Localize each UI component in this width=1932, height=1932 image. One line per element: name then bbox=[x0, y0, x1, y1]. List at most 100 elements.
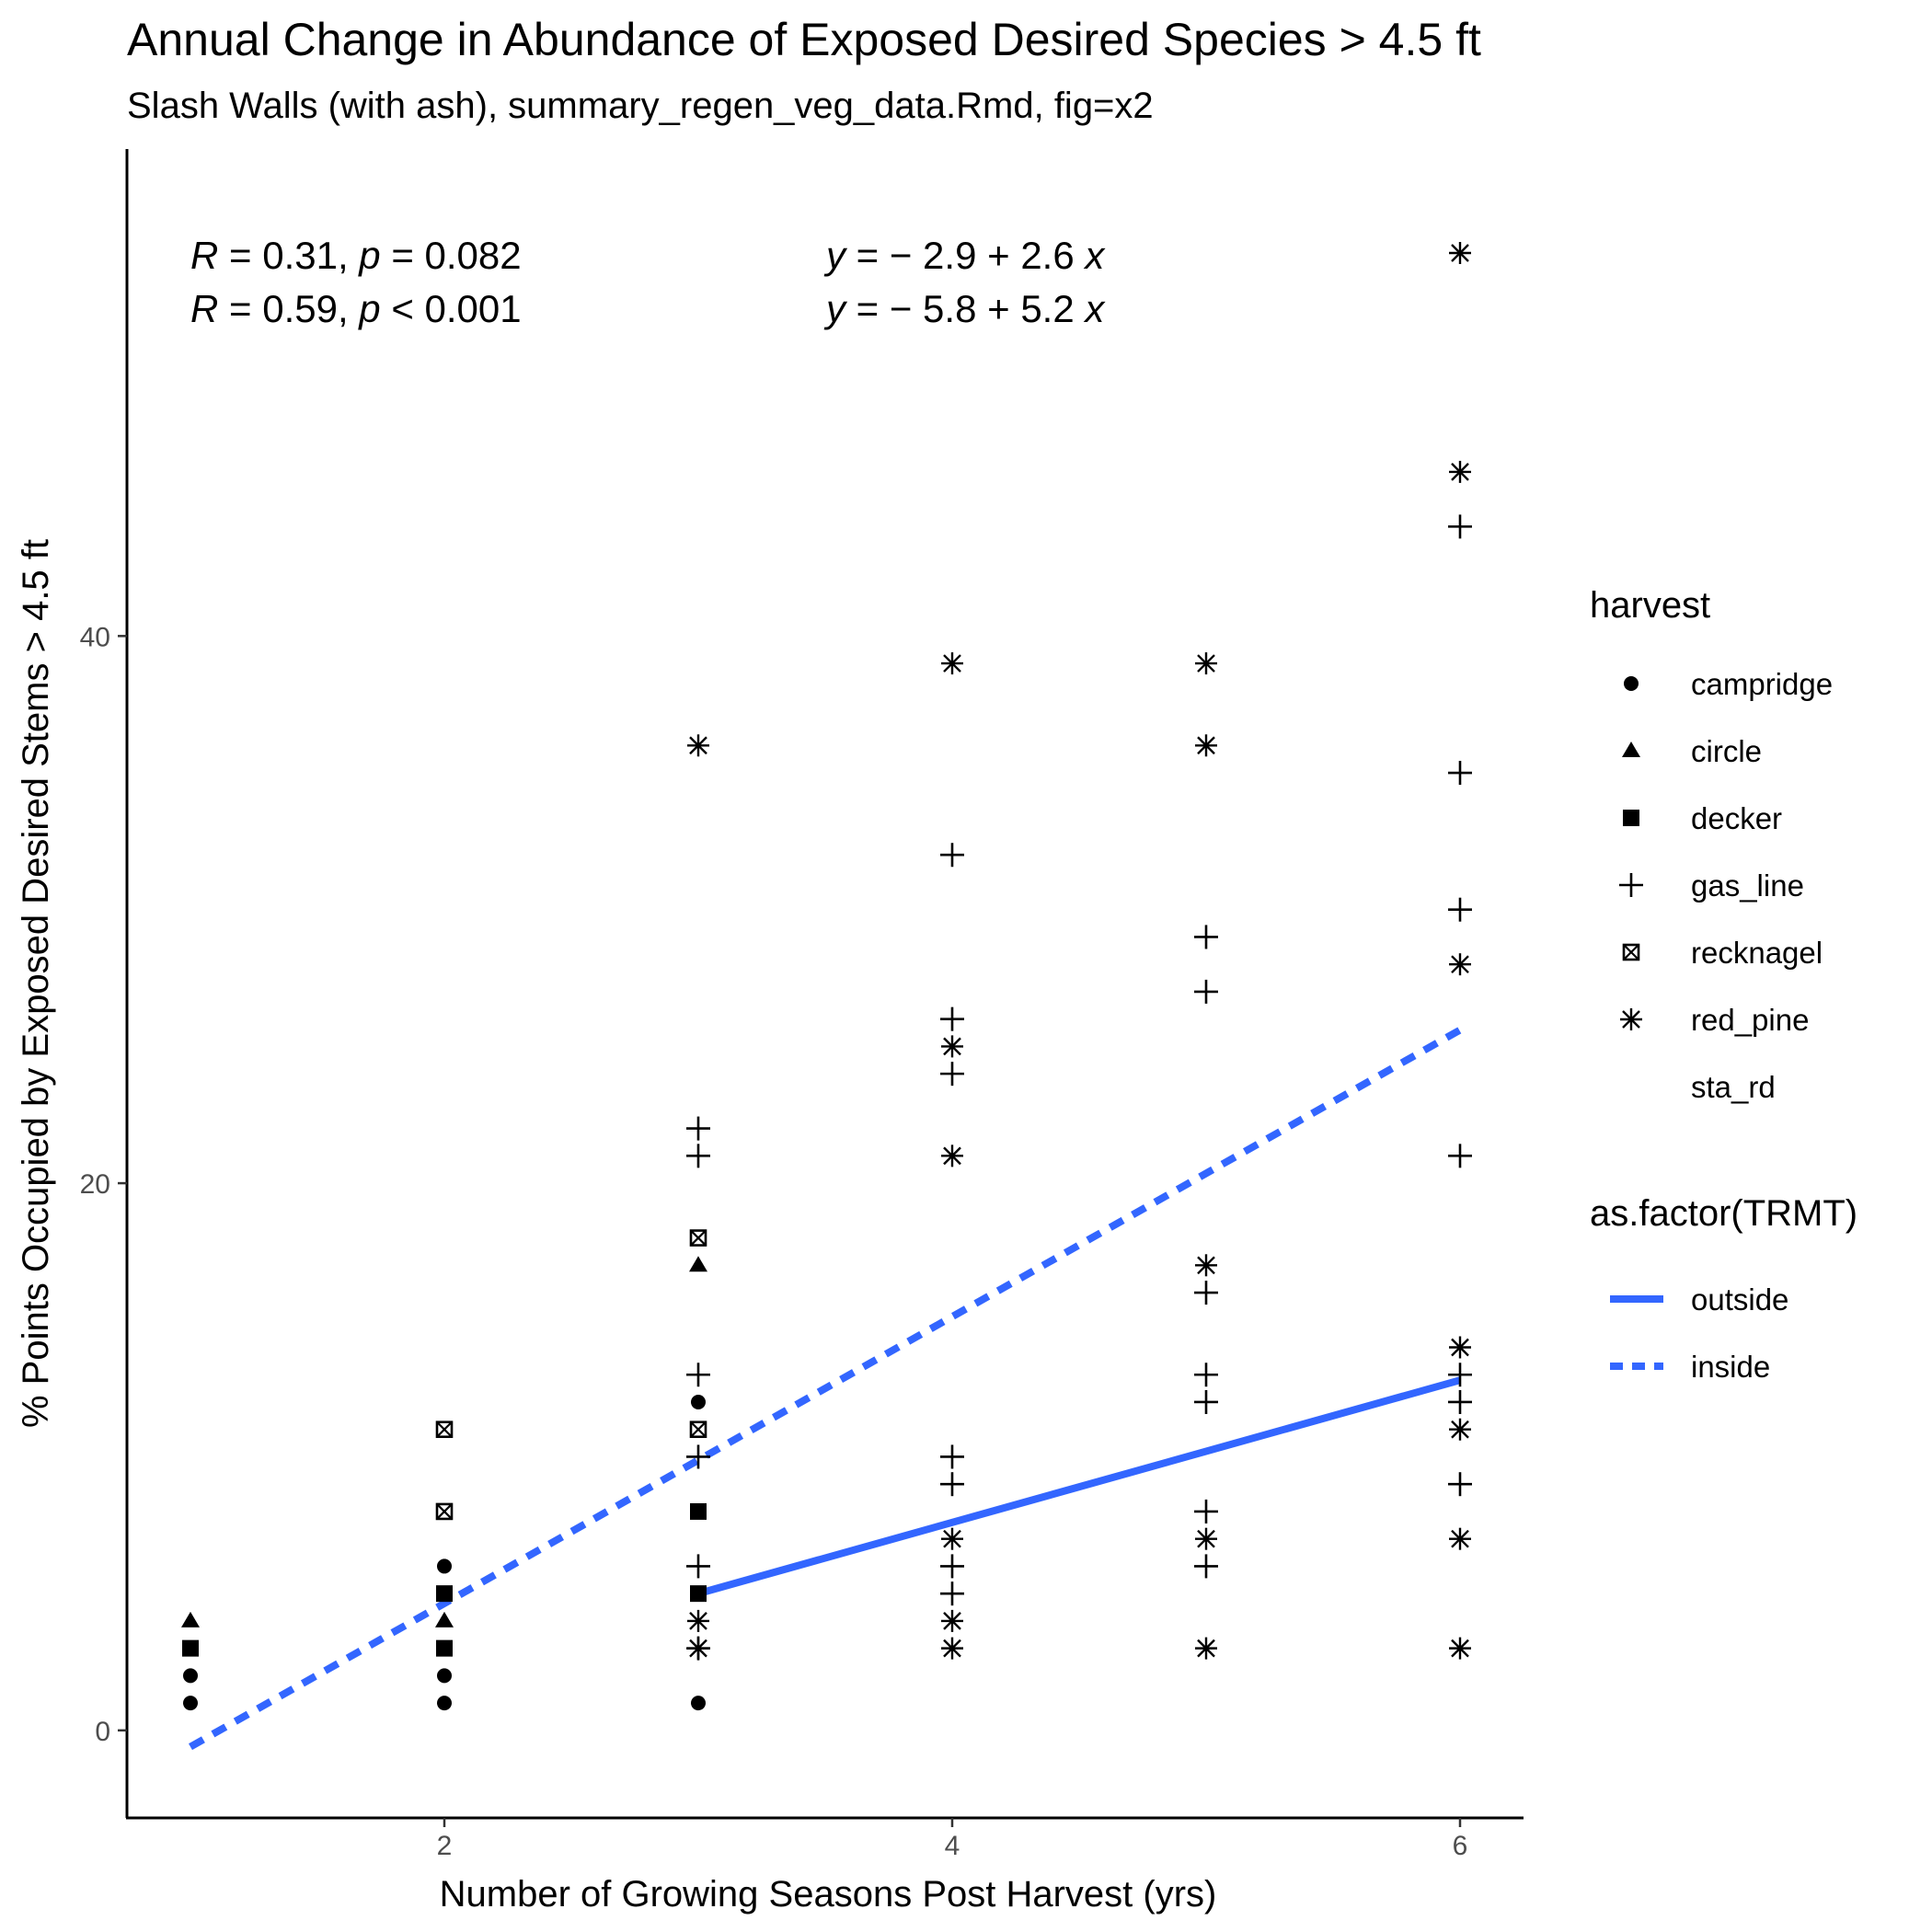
marker-box-diag-2 bbox=[1623, 944, 1639, 960]
data-point-red_pine bbox=[1449, 1637, 1471, 1660]
marker-box-diag-2 bbox=[436, 1503, 453, 1520]
x-tick-label: 2 bbox=[437, 1831, 453, 1861]
regression-equation-1: y = − 2.9 + 2.6 x bbox=[823, 234, 1106, 277]
legend-label-decker: decker bbox=[1691, 801, 1782, 835]
marker-box bbox=[689, 1420, 707, 1439]
data-point-campridge bbox=[691, 1696, 706, 1711]
legend-key-red_pine bbox=[1620, 1008, 1642, 1030]
data-point-gas_line bbox=[940, 1472, 964, 1497]
data-point-campridge bbox=[437, 1668, 452, 1684]
data-point-red_pine bbox=[1195, 1527, 1217, 1550]
marker-star-d2 bbox=[1197, 1639, 1215, 1658]
data-point-campridge bbox=[691, 1394, 706, 1409]
marker-circle bbox=[1624, 676, 1639, 691]
marker-triangle bbox=[435, 1611, 454, 1627]
legend-label-circle: circle bbox=[1691, 734, 1762, 768]
marker-star-d2 bbox=[943, 654, 961, 673]
y-axis-title: % Points Occupied by Exposed Desired Ste… bbox=[16, 539, 56, 1428]
data-point-gas_line bbox=[1448, 1472, 1472, 1497]
marker-circle bbox=[691, 1394, 706, 1409]
legend-label-outside: outside bbox=[1691, 1282, 1788, 1317]
regression-line-outside bbox=[696, 1376, 1462, 1598]
data-point-red_pine bbox=[1195, 734, 1217, 757]
data-point-gas_line bbox=[940, 1444, 964, 1469]
legend-harvest: campridge circle decker gas_line recknagel re… bbox=[1619, 667, 1833, 1104]
marker-box bbox=[689, 1229, 707, 1247]
legend-key-recknagel bbox=[1622, 943, 1640, 961]
data-point-recknagel bbox=[435, 1420, 454, 1439]
marker-box-diag-2 bbox=[436, 1420, 453, 1438]
legend-label-gas_line: gas_line bbox=[1691, 868, 1804, 903]
axis-ticks: 2 4 6 0 20 40 bbox=[80, 622, 1468, 1861]
data-point-gas_line bbox=[1194, 1554, 1218, 1579]
regression-lines bbox=[189, 1027, 1462, 1751]
data-point-recknagel bbox=[689, 1229, 707, 1247]
marker-circle bbox=[691, 1696, 706, 1711]
legend-label-red_pine: red_pine bbox=[1691, 1003, 1809, 1037]
data-point-gas_line bbox=[1448, 1363, 1472, 1387]
regression-equations: y = − 2.9 + 2.6 x y = − 5.8 + 5.2 x bbox=[823, 234, 1106, 330]
data-point-red_pine bbox=[687, 1609, 709, 1632]
data-point-gas_line bbox=[1448, 1389, 1472, 1414]
legend-harvest-title: harvest bbox=[1590, 585, 1710, 626]
marker-star-d2 bbox=[1451, 1529, 1469, 1548]
data-point-gas_line bbox=[940, 1006, 964, 1031]
data-point-gas_line bbox=[940, 843, 964, 868]
marker-triangle bbox=[1622, 742, 1640, 757]
marker-star-d2 bbox=[1451, 1639, 1469, 1658]
data-point-red_pine bbox=[1449, 953, 1471, 976]
marker-triangle bbox=[689, 1256, 707, 1272]
data-point-gas_line bbox=[686, 1363, 710, 1387]
data-point-gas_line bbox=[1194, 1281, 1218, 1305]
marker-box-diag-2 bbox=[690, 1229, 707, 1247]
data-point-gas_line bbox=[1448, 897, 1472, 922]
data-point-circle bbox=[689, 1256, 707, 1272]
correlation-annotations: R = 0.31, p = 0.082 R = 0.59, p < 0.001 bbox=[190, 234, 522, 330]
data-point-gas_line bbox=[1448, 514, 1472, 539]
data-point-circle bbox=[435, 1611, 454, 1627]
marker-box bbox=[435, 1502, 454, 1521]
data-point-red_pine bbox=[1449, 1527, 1471, 1550]
legend-key-circle bbox=[1622, 742, 1640, 757]
marker-star-d2 bbox=[1197, 1529, 1215, 1548]
data-point-gas_line bbox=[686, 1554, 710, 1579]
marker-box bbox=[435, 1420, 454, 1439]
marker-star-d2 bbox=[689, 1612, 707, 1630]
marker-star-d2 bbox=[1197, 1256, 1215, 1275]
marker-star-d2 bbox=[943, 1529, 961, 1548]
data-point-campridge bbox=[183, 1696, 198, 1711]
data-point-recknagel bbox=[435, 1502, 454, 1521]
marker-star-d2 bbox=[1622, 1010, 1640, 1029]
marker-star-d2 bbox=[689, 736, 707, 755]
legend-label-sta_rd: sta_rd bbox=[1691, 1070, 1776, 1104]
marker-star-d2 bbox=[1451, 244, 1469, 262]
x-tick-label: 4 bbox=[945, 1831, 960, 1861]
data-point-red_pine bbox=[941, 1609, 963, 1632]
data-point-gas_line bbox=[940, 1554, 964, 1579]
legend-label-inside: inside bbox=[1691, 1350, 1770, 1384]
data-point-gas_line bbox=[1194, 1499, 1218, 1524]
correlation-line-2: R = 0.59, p < 0.001 bbox=[190, 287, 522, 330]
marker-square bbox=[436, 1585, 453, 1603]
data-points bbox=[181, 242, 1472, 1711]
legend-key-gas_line bbox=[1619, 873, 1643, 897]
marker-star-d2 bbox=[1197, 654, 1215, 673]
marker-star-d2 bbox=[689, 1639, 707, 1658]
data-point-red_pine bbox=[1195, 652, 1217, 675]
legend-key-decker bbox=[1623, 810, 1639, 826]
data-point-red_pine bbox=[941, 1637, 963, 1660]
data-point-gas_line bbox=[940, 1062, 964, 1087]
marker-star-d2 bbox=[943, 1612, 961, 1630]
data-point-red_pine bbox=[1195, 1637, 1217, 1660]
marker-circle bbox=[437, 1696, 452, 1711]
data-point-campridge bbox=[437, 1696, 452, 1711]
correlation-line-1: R = 0.31, p = 0.082 bbox=[190, 234, 522, 277]
marker-square bbox=[690, 1502, 707, 1520]
chart-title: Annual Change in Abundance of Exposed De… bbox=[127, 14, 1481, 65]
data-point-decker bbox=[436, 1639, 453, 1657]
marker-square bbox=[1623, 810, 1639, 826]
data-point-decker bbox=[690, 1502, 707, 1520]
data-point-gas_line bbox=[1194, 1363, 1218, 1387]
marker-star-d2 bbox=[1451, 1420, 1469, 1439]
